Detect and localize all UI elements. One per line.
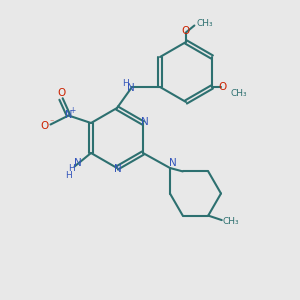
Text: O: O: [57, 88, 65, 98]
Text: N: N: [141, 117, 148, 128]
Text: O: O: [218, 82, 226, 92]
Text: H: H: [122, 80, 129, 88]
Text: H: H: [65, 171, 72, 180]
Text: +: +: [69, 106, 76, 115]
Text: N: N: [127, 83, 134, 94]
Text: N: N: [74, 158, 82, 168]
Text: N: N: [65, 110, 72, 121]
Text: O: O: [182, 26, 190, 37]
Text: N: N: [114, 164, 122, 174]
Text: N: N: [169, 158, 176, 169]
Text: CH₃: CH₃: [231, 88, 247, 98]
Text: H: H: [68, 164, 75, 173]
Text: ⁻: ⁻: [50, 117, 54, 126]
Text: CH₃: CH₃: [222, 217, 239, 226]
Text: CH₃: CH₃: [196, 20, 213, 28]
Text: O: O: [40, 121, 49, 131]
